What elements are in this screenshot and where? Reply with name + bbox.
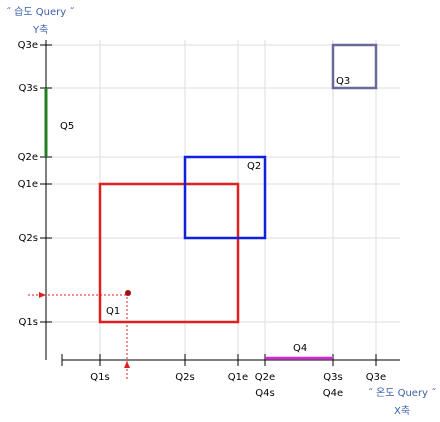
y-label: Q2e: [18, 152, 38, 163]
x-label: Q1s: [90, 372, 109, 383]
ticks: [40, 44, 377, 366]
query-box-q1: [98, 182, 240, 324]
arrow: [124, 361, 130, 368]
query-box-q2: [183, 155, 267, 240]
footer-query: ˝ 온도 Query ˝: [368, 387, 436, 399]
x-label: Q3e: [366, 372, 386, 383]
box-label: Q2: [247, 161, 261, 172]
x-label: Q2e: [255, 372, 275, 383]
box-label: Q3: [336, 76, 350, 87]
query-box-q3: [331, 43, 378, 90]
y-label: Q3e: [18, 40, 38, 51]
y-label: Q2s: [19, 233, 38, 244]
header-query: ˝ 습도 Query ˝: [6, 6, 74, 18]
x-label: Q1e: [228, 372, 248, 383]
box-label: Q1: [106, 306, 120, 317]
data-point: [125, 290, 131, 296]
header-axis: Y축: [32, 24, 48, 36]
y-label: Q3s: [19, 83, 38, 94]
box-label: Q5: [60, 121, 74, 132]
x-label: Q2s: [175, 372, 194, 383]
x-label: Q4s: [255, 388, 274, 399]
y-label: Q1e: [18, 179, 38, 190]
box-label: Q4: [293, 343, 307, 354]
arrow: [39, 292, 46, 298]
y-label: Q1s: [19, 317, 38, 328]
x-label: Q4e: [323, 388, 343, 399]
x-label: Q3s: [323, 372, 342, 383]
footer-axis: X축: [394, 405, 410, 417]
